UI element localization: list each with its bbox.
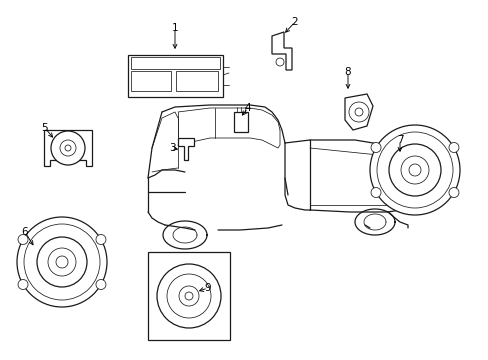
- Circle shape: [448, 143, 458, 153]
- Circle shape: [96, 279, 106, 289]
- Circle shape: [24, 224, 100, 300]
- Circle shape: [37, 237, 87, 287]
- Polygon shape: [271, 32, 291, 70]
- Circle shape: [388, 144, 440, 196]
- Circle shape: [157, 264, 221, 328]
- Bar: [234, 112, 247, 132]
- Circle shape: [370, 188, 380, 198]
- Circle shape: [179, 286, 199, 306]
- Circle shape: [184, 292, 193, 300]
- Polygon shape: [178, 138, 194, 160]
- Circle shape: [96, 234, 106, 244]
- Circle shape: [370, 143, 380, 153]
- Bar: [128, 55, 223, 97]
- Text: 8: 8: [344, 67, 350, 77]
- Text: 7: 7: [396, 135, 403, 145]
- Polygon shape: [44, 130, 92, 166]
- Circle shape: [376, 132, 452, 208]
- Circle shape: [167, 274, 210, 318]
- Text: 2: 2: [291, 17, 298, 27]
- Circle shape: [400, 156, 428, 184]
- Circle shape: [56, 256, 68, 268]
- Bar: [176, 71, 218, 91]
- Circle shape: [369, 125, 459, 215]
- Circle shape: [60, 140, 76, 156]
- Circle shape: [65, 145, 71, 151]
- Circle shape: [18, 279, 28, 289]
- Circle shape: [354, 108, 362, 116]
- Circle shape: [408, 164, 420, 176]
- Text: 1: 1: [171, 23, 178, 33]
- Circle shape: [348, 102, 368, 122]
- Circle shape: [275, 58, 284, 66]
- Text: 9: 9: [204, 283, 211, 293]
- Bar: [131, 57, 220, 69]
- Bar: [131, 71, 171, 91]
- Text: 5: 5: [41, 123, 48, 133]
- Bar: [148, 252, 229, 340]
- Circle shape: [448, 188, 458, 198]
- Circle shape: [48, 248, 76, 276]
- Circle shape: [17, 217, 107, 307]
- Polygon shape: [345, 94, 372, 130]
- Text: 3: 3: [168, 143, 175, 153]
- Text: 4: 4: [244, 103, 251, 113]
- Circle shape: [18, 234, 28, 244]
- Circle shape: [51, 131, 85, 165]
- Text: 6: 6: [21, 227, 28, 237]
